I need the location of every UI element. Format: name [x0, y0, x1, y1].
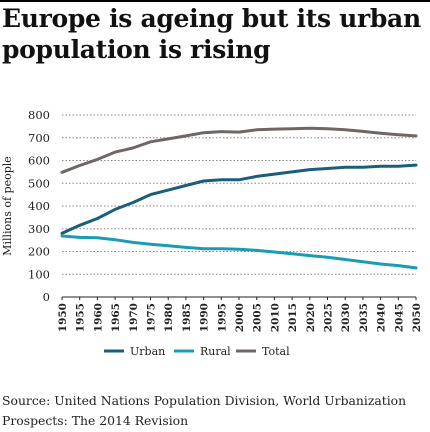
x-tick-label: 2010 — [269, 303, 281, 332]
y-tick-label: 500 — [28, 176, 50, 190]
x-tick-label: 2045 — [393, 303, 405, 332]
y-tick-label: 100 — [28, 267, 50, 281]
legend-label-total: Total — [262, 345, 290, 358]
top-rule — [0, 0, 430, 2]
x-tick-label: 1955 — [75, 303, 87, 332]
y-axis-ticks: 0 100 200 300 400 500 600 700 800 — [28, 108, 50, 304]
x-tick-label: 2015 — [287, 303, 299, 332]
series-lines — [60, 126, 418, 270]
x-tick-label: 1960 — [92, 303, 104, 332]
y-axis-label: Millions of people — [1, 156, 14, 256]
x-tick-label: 2000 — [234, 303, 246, 332]
y-tick-label: 700 — [28, 131, 50, 145]
x-tick-label: 1990 — [199, 303, 211, 332]
x-tick-label: 2030 — [340, 303, 352, 332]
x-tick-label: 2005 — [252, 303, 264, 332]
x-tick-label: 2035 — [358, 303, 370, 332]
x-tick-label: 1980 — [163, 303, 175, 332]
series-line-urban — [60, 163, 418, 235]
legend-label-urban: Urban — [130, 345, 165, 358]
y-tick-label: 800 — [28, 108, 50, 122]
x-tick-label: 2050 — [411, 303, 423, 332]
x-tick-label: 1995 — [216, 303, 228, 332]
legend-label-rural: Rural — [200, 345, 231, 358]
x-tick-label: 1975 — [146, 303, 158, 332]
chart-title: Europe is ageing but its urban populatio… — [2, 4, 421, 64]
series-line-rural — [60, 234, 418, 270]
source-note: Source: United Nations Population Divisi… — [2, 393, 407, 428]
x-tick-label: 2020 — [305, 303, 317, 332]
y-tick-label: 0 — [43, 290, 50, 304]
gridlines — [62, 114, 416, 298]
legend: Urban Rural Total — [104, 345, 290, 358]
x-tick-label: 1950 — [57, 303, 69, 332]
x-tick-label: 1970 — [128, 303, 140, 332]
x-tick-label: 1985 — [181, 303, 193, 332]
x-tick-label: 2040 — [376, 303, 388, 332]
x-tick-label: 2025 — [323, 303, 335, 332]
x-axis-ticks: 1950 1955 1960 1965 1970 1975 1980 1985 1990 1995… — [57, 297, 423, 332]
y-tick-label: 300 — [28, 222, 50, 236]
x-tick-label: 1965 — [110, 303, 122, 332]
series-line-total — [60, 126, 418, 174]
y-tick-label: 600 — [28, 154, 50, 168]
y-tick-label: 400 — [28, 199, 50, 213]
y-tick-label: 200 — [28, 245, 50, 259]
